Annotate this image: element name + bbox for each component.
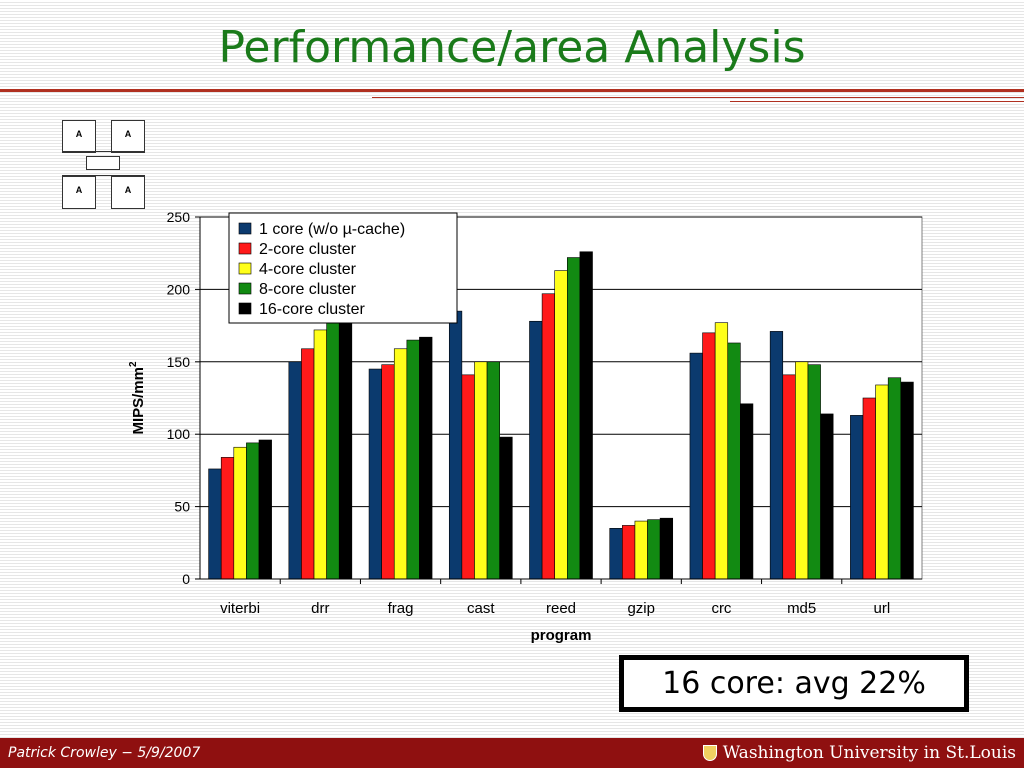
bar-cast-s2: [461, 374, 475, 580]
bar-md5-s2: [782, 374, 796, 580]
x-tick-label: gzip: [627, 600, 655, 617]
legend-label-s5: 16-core cluster: [259, 301, 365, 318]
y-tick-label: 250: [167, 209, 191, 225]
title-rule-accent-short: [730, 101, 1024, 102]
legend-label-s2: 2-core cluster: [259, 241, 357, 258]
legend-swatch-s1: [238, 222, 252, 235]
bar-drr-s1: [288, 361, 302, 580]
bar-url-s2: [862, 397, 876, 580]
x-tick-label: url: [874, 600, 891, 617]
bar-drr-s2: [301, 348, 315, 580]
y-tick-label: 0: [182, 571, 190, 587]
diagram-box-bottom-left: A: [62, 176, 96, 209]
slide-title: Performance/area Analysis: [218, 22, 806, 73]
bar-gzip-s5: [659, 517, 674, 580]
y-axis-title-main: MIPS/mm: [130, 367, 147, 435]
y-axis-title: MIPS/mm2: [128, 361, 147, 435]
diagram-box-bottom-right: A: [111, 176, 145, 209]
bar-cast-s4: [486, 361, 500, 580]
x-tick-label: drr: [311, 600, 329, 617]
diagram-hub: [86, 156, 120, 170]
university-shield-icon: [702, 745, 717, 761]
bar-url-s1: [850, 415, 864, 580]
legend-label-s4: 8-core cluster: [259, 281, 357, 298]
bar-frag-s5: [419, 336, 433, 580]
bar-reed-s5: [579, 251, 593, 580]
title-rule-main: [0, 89, 1024, 92]
x-tick-label: cast: [467, 600, 495, 617]
legend-swatch-s3: [238, 262, 252, 275]
bar-viterbi-s2: [220, 457, 235, 580]
bar-md5-s3: [795, 361, 809, 580]
bar-viterbi-s3: [233, 446, 247, 580]
x-tick-label: reed: [546, 600, 576, 617]
diagram-bus-top: [62, 151, 145, 152]
average-callout: 16 core: avg 22%: [619, 655, 969, 712]
x-tick-label: crc: [711, 600, 731, 617]
bar-md5-s5: [820, 413, 834, 580]
bar-drr-s5: [338, 315, 353, 580]
title-rule-accent: [372, 97, 1024, 98]
bar-chart: 0 50 100 150 200 250 viterbi drr frag cast reed gzi…: [128, 209, 923, 644]
bar-url-s5: [900, 381, 914, 580]
x-tick-label: viterbi: [220, 600, 260, 617]
bar-md5-s1: [769, 331, 784, 580]
bar-gzip-s2: [622, 525, 636, 580]
y-tick-label: 50: [174, 499, 190, 515]
bar-frag-s2: [381, 364, 395, 580]
legend-label-s3: 4-core cluster: [259, 261, 357, 278]
footer-university: Washington University in St.Louis: [702, 743, 1016, 763]
legend-swatch-s5: [238, 302, 252, 315]
diagram-bus-bottom: [62, 175, 145, 176]
bar-viterbi-s4: [246, 442, 260, 580]
bar-viterbi-s1: [208, 468, 222, 580]
x-tick-label: md5: [787, 600, 816, 617]
footer-bar: Patrick Crowley − 5/9/2007 Washington Un…: [0, 738, 1024, 768]
y-tick-label: 200: [167, 281, 191, 297]
legend-swatch-s2: [238, 242, 252, 255]
bar-crc-s3: [714, 322, 729, 580]
footer-university-label: Washington University in St.Louis: [722, 743, 1016, 763]
bar-frag-s3: [393, 348, 408, 580]
bar-gzip-s4: [647, 519, 661, 580]
bar-cast-s3: [474, 361, 488, 580]
bar-drr-s3: [313, 329, 327, 580]
bar-reed-s2: [541, 293, 555, 580]
bar-gzip-s1: [609, 528, 623, 580]
bar-viterbi-s5: [258, 439, 272, 580]
bar-cast-s1: [448, 310, 463, 580]
bar-url-s3: [875, 384, 889, 580]
bar-drr-s4: [326, 318, 340, 580]
bar-reed-s1: [529, 320, 543, 580]
legend-box: [228, 212, 458, 324]
bar-crc-s4: [727, 342, 741, 580]
x-tick-label: frag: [388, 600, 414, 617]
y-tick-label: 100: [167, 426, 191, 442]
footer-author-date: Patrick Crowley − 5/9/2007: [8, 745, 201, 761]
bar-gzip-s3: [634, 520, 648, 580]
bar-url-s4: [887, 377, 902, 580]
bar-crc-s5: [740, 403, 754, 580]
bar-reed-s3: [554, 270, 568, 580]
bar-frag-s4: [406, 339, 420, 580]
diagram-box-top-right: A: [111, 120, 145, 153]
bar-crc-s1: [689, 352, 703, 580]
legend-swatch-s4: [238, 282, 252, 295]
bar-reed-s4: [566, 257, 581, 580]
y-tick-label: 150: [167, 354, 191, 370]
bar-md5-s4: [807, 364, 821, 580]
x-axis-title: program: [531, 627, 592, 644]
bar-cast-s5: [499, 436, 513, 580]
bar-crc-s2: [702, 332, 716, 580]
diagram-box-top-left: A: [62, 120, 96, 153]
y-axis-title-superscript: 2: [128, 361, 139, 367]
bar-frag-s1: [368, 368, 382, 580]
legend-label-s1: 1 core (w/o µ-cache): [259, 221, 405, 238]
